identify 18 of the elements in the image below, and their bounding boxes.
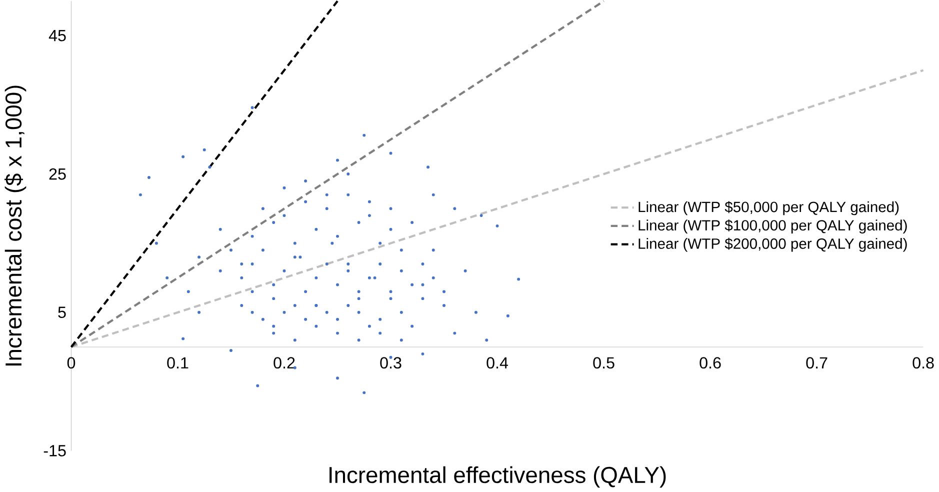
x-tick-label: 0.5 (593, 357, 614, 369)
x-tick-label: 0.2 (274, 357, 295, 369)
x-tick-label: 0.3 (380, 357, 402, 369)
x-tick-label: 0.8 (912, 357, 934, 369)
y-axis-title: Incremental cost ($ x 1,000) (4, 86, 26, 366)
y-tick-label: -15 (44, 445, 66, 456)
y-tick-label: 25 (49, 168, 66, 180)
x-axis-title: Incremental effectiveness (QALY) (330, 466, 666, 488)
y-tick-label: 45 (48, 30, 66, 42)
legend-label: Linear (WTP $100,000 per QALY gained) (638, 219, 907, 234)
x-tick-label: 0.1 (167, 357, 188, 369)
legend-label: Linear (WTP $200,000 per QALY gained) (638, 238, 907, 252)
x-tick-label: 0.7 (806, 357, 828, 369)
x-tick-label: 0 (67, 357, 76, 369)
x-tick-label: 0.6 (700, 357, 721, 369)
y-tick-label: 5 (58, 306, 66, 318)
legend-label: Linear (WTP $50,000 per QALY gained) (638, 201, 899, 216)
x-tick-label: 0.4 (486, 357, 508, 369)
